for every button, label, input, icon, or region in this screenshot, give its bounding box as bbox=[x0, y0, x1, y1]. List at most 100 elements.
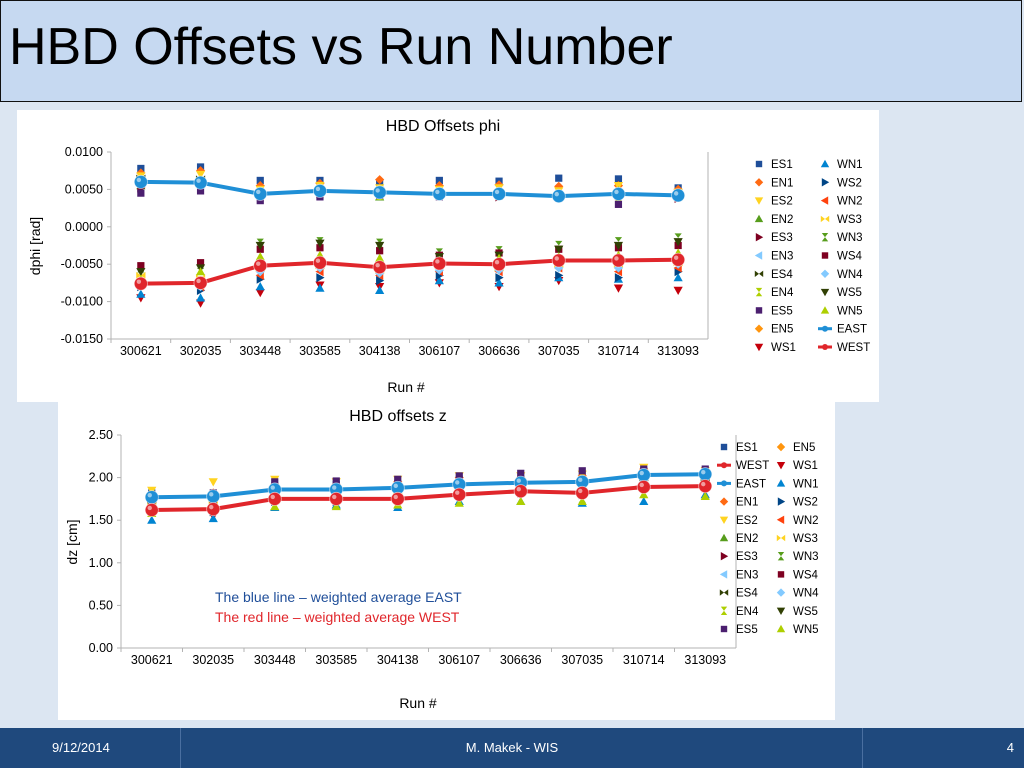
chart-title: HBD offsets z bbox=[349, 408, 447, 425]
marker-highlight bbox=[147, 505, 152, 511]
marker-highlight bbox=[701, 481, 706, 487]
legend-label: WN5 bbox=[793, 624, 819, 636]
x-tick-label: 313093 bbox=[684, 653, 726, 667]
series-marker-west bbox=[329, 491, 344, 506]
series-marker-es5 bbox=[137, 189, 145, 197]
marker-highlight bbox=[196, 278, 201, 284]
series-marker-west bbox=[206, 502, 221, 517]
series-marker-ws4 bbox=[196, 259, 205, 267]
legend-marker bbox=[821, 178, 830, 187]
legend-label: WN1 bbox=[837, 159, 863, 171]
legend-label: ES2 bbox=[736, 515, 758, 527]
series-marker-es2 bbox=[613, 182, 624, 191]
legend-marker bbox=[776, 479, 786, 487]
marker-highlight bbox=[578, 477, 583, 483]
series-marker-wn4 bbox=[613, 263, 624, 273]
y-tick-label: 2.00 bbox=[89, 471, 113, 485]
series-marker-ws2 bbox=[376, 276, 385, 286]
x-tick-label: 310714 bbox=[623, 653, 665, 667]
legend-marker bbox=[719, 497, 729, 506]
legend-label: EAST bbox=[837, 324, 867, 336]
legend-marker bbox=[820, 269, 830, 278]
legend-marker bbox=[776, 515, 785, 524]
legend-label: EN4 bbox=[736, 606, 759, 618]
series-marker-east bbox=[253, 186, 268, 201]
series-marker-wn1 bbox=[195, 293, 206, 302]
marker-highlight bbox=[256, 261, 261, 266]
x-tick-label: 302035 bbox=[180, 344, 222, 358]
marker-highlight bbox=[614, 256, 619, 261]
legend-label: WS3 bbox=[837, 214, 862, 226]
y-axis-label: dphi [rad] bbox=[27, 217, 43, 275]
marker-highlight bbox=[673, 255, 679, 260]
series-west-average bbox=[133, 252, 686, 291]
legend-marker bbox=[776, 462, 786, 470]
series-es5 bbox=[137, 187, 682, 208]
legend-marker bbox=[820, 306, 830, 314]
series-marker-east bbox=[611, 186, 626, 201]
marker-highlight bbox=[494, 189, 500, 195]
legend-label: WN5 bbox=[837, 305, 863, 317]
legend-label: ES1 bbox=[736, 442, 758, 454]
legend-label: EN2 bbox=[736, 533, 758, 545]
legend-marker bbox=[777, 497, 786, 506]
marker-highlight bbox=[136, 279, 142, 284]
legend-label: WN2 bbox=[837, 196, 863, 208]
legend-marker bbox=[755, 233, 764, 242]
series-marker-ws5 bbox=[375, 241, 385, 251]
series-marker-en1 bbox=[375, 175, 385, 185]
x-tick-label: 303448 bbox=[239, 344, 281, 358]
footer-author: M. Makek - WIS bbox=[465, 740, 559, 755]
series-marker-ws2 bbox=[614, 273, 624, 283]
series-ws2 bbox=[137, 267, 683, 295]
legend-label: WN4 bbox=[793, 588, 819, 600]
series-marker-east bbox=[133, 174, 148, 189]
footer-divider bbox=[180, 728, 181, 768]
marker-highlight bbox=[315, 258, 321, 263]
series-marker-ws5 bbox=[136, 268, 146, 277]
marker-highlight bbox=[673, 191, 679, 196]
y-tick-label: 2.50 bbox=[89, 428, 113, 442]
legend-label: WS3 bbox=[793, 533, 818, 545]
legend-label: WS5 bbox=[793, 606, 818, 618]
series-marker-west bbox=[253, 258, 268, 273]
series-marker-east bbox=[551, 189, 566, 204]
legend-label: EN1 bbox=[736, 497, 758, 509]
series-en5 bbox=[136, 177, 683, 200]
series-marker-wn5 bbox=[255, 252, 265, 261]
y-tick-label: 0.00 bbox=[89, 641, 113, 655]
series-marker-es5 bbox=[332, 477, 340, 485]
z-offsets-chart: HBD offsets z 2.50 2.00 1.50 1.00 0.50 0.00 300… bbox=[64, 408, 819, 711]
series-marker-ws2 bbox=[495, 273, 504, 283]
series-marker-ws5 bbox=[255, 241, 265, 251]
y-tick-label: -0.0050 bbox=[61, 257, 103, 271]
legend-marker bbox=[776, 534, 786, 542]
series-marker-east bbox=[372, 185, 387, 200]
y-axis-label: dz [cm] bbox=[64, 519, 80, 564]
legend-label: WN4 bbox=[837, 269, 863, 281]
legend-marker bbox=[776, 442, 786, 452]
x-tick-label: 304138 bbox=[359, 344, 401, 358]
series-marker-es5 bbox=[517, 469, 525, 477]
marker-highlight bbox=[136, 177, 142, 183]
x-tick-label: 303585 bbox=[299, 344, 341, 358]
series-marker-west bbox=[432, 256, 447, 271]
marker-highlight bbox=[270, 485, 275, 490]
legend-marker bbox=[754, 178, 764, 187]
series-marker-es1 bbox=[256, 176, 264, 185]
x-tick-label: 304138 bbox=[377, 653, 419, 667]
series-marker-es2 bbox=[208, 478, 218, 487]
series-marker-wn5 bbox=[516, 496, 526, 506]
legend-label: WN1 bbox=[793, 478, 819, 490]
series-marker-east bbox=[206, 489, 221, 504]
legend-marker bbox=[754, 214, 764, 223]
phi-offsets-chart: HBD Offsets phi 0.0100 0.0050 0.0000 -0.0050… bbox=[27, 118, 870, 395]
series-marker-west bbox=[372, 260, 387, 275]
legend-marker bbox=[776, 607, 786, 615]
marker-highlight bbox=[516, 478, 521, 483]
marker-highlight bbox=[209, 492, 214, 497]
series-marker-west bbox=[144, 502, 159, 517]
series-marker-es5 bbox=[196, 187, 205, 195]
legend-marker bbox=[777, 552, 785, 561]
series-marker-west bbox=[611, 253, 626, 268]
